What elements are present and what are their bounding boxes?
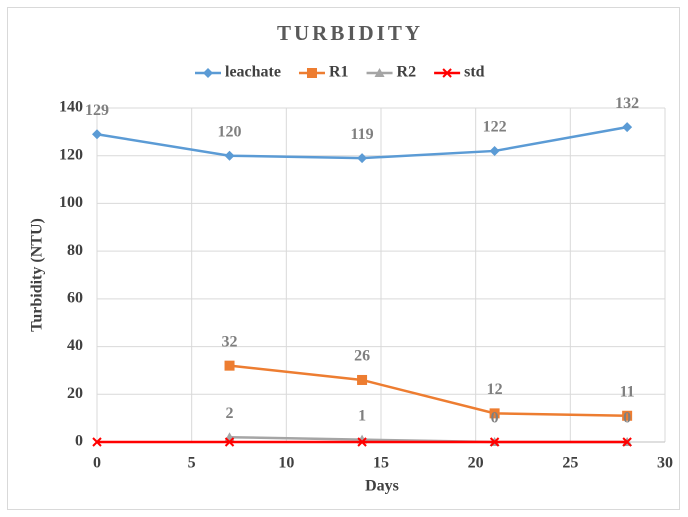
marker xyxy=(224,437,235,447)
marker xyxy=(224,150,235,161)
marker xyxy=(622,437,632,447)
chart-border xyxy=(7,7,680,510)
data-label: 1 xyxy=(358,407,366,424)
data-label: 26 xyxy=(354,348,370,365)
marker xyxy=(357,374,368,385)
y-tick-label: 100 xyxy=(59,194,83,211)
x-tick-label: 10 xyxy=(278,455,294,472)
marker xyxy=(622,122,633,133)
legend-label: R1 xyxy=(329,64,349,81)
marker xyxy=(489,408,500,419)
y-tick-label: 20 xyxy=(67,385,83,402)
legend-marker xyxy=(442,68,452,78)
chart-title: TURBIDITY xyxy=(277,21,423,45)
y-tick-label: 120 xyxy=(59,146,83,163)
data-label: 12 xyxy=(487,381,503,398)
y-tick-label: 0 xyxy=(75,433,83,450)
y-tick-label: 60 xyxy=(67,290,83,307)
x-tick-label: 20 xyxy=(468,455,484,472)
data-label: 2 xyxy=(226,405,234,422)
data-label: 129 xyxy=(85,102,109,119)
series-line xyxy=(229,364,628,418)
x-tick-label: 15 xyxy=(373,455,389,472)
data-label: 122 xyxy=(483,119,507,136)
legend-marker xyxy=(374,68,385,77)
x-tick-label: 30 xyxy=(657,455,673,472)
y-tick-label: 80 xyxy=(67,242,83,259)
data-label: 0 xyxy=(623,410,631,427)
legend-label: leachate xyxy=(225,64,281,81)
data-label: 0 xyxy=(491,410,499,427)
marker xyxy=(622,410,633,421)
marker xyxy=(224,360,235,371)
legend: leachate R1 R2 std xyxy=(195,64,485,81)
data-label: 32 xyxy=(222,333,238,350)
marker xyxy=(92,437,102,447)
marker xyxy=(357,437,367,447)
marker xyxy=(489,145,500,156)
y-tick-label: 40 xyxy=(67,337,83,354)
legend-marker xyxy=(203,68,213,78)
y-axis-label: Turbidity (NTU) xyxy=(29,218,46,332)
x-axis-label: Days xyxy=(365,478,399,495)
marker xyxy=(92,129,102,140)
y-tick-label: 140 xyxy=(59,99,83,116)
legend-label: std xyxy=(464,64,485,81)
marker xyxy=(489,437,500,447)
data-label: 119 xyxy=(351,126,374,143)
x-tick-label: 25 xyxy=(562,455,578,472)
x-tick-label: 0 xyxy=(93,455,101,472)
legend-label: R2 xyxy=(397,64,417,81)
data-label: 132 xyxy=(615,95,639,112)
legend-marker xyxy=(306,68,317,78)
marker xyxy=(357,153,368,164)
data-label: 11 xyxy=(620,383,635,400)
data-label: 120 xyxy=(218,123,242,140)
x-tick-label: 5 xyxy=(188,455,196,472)
